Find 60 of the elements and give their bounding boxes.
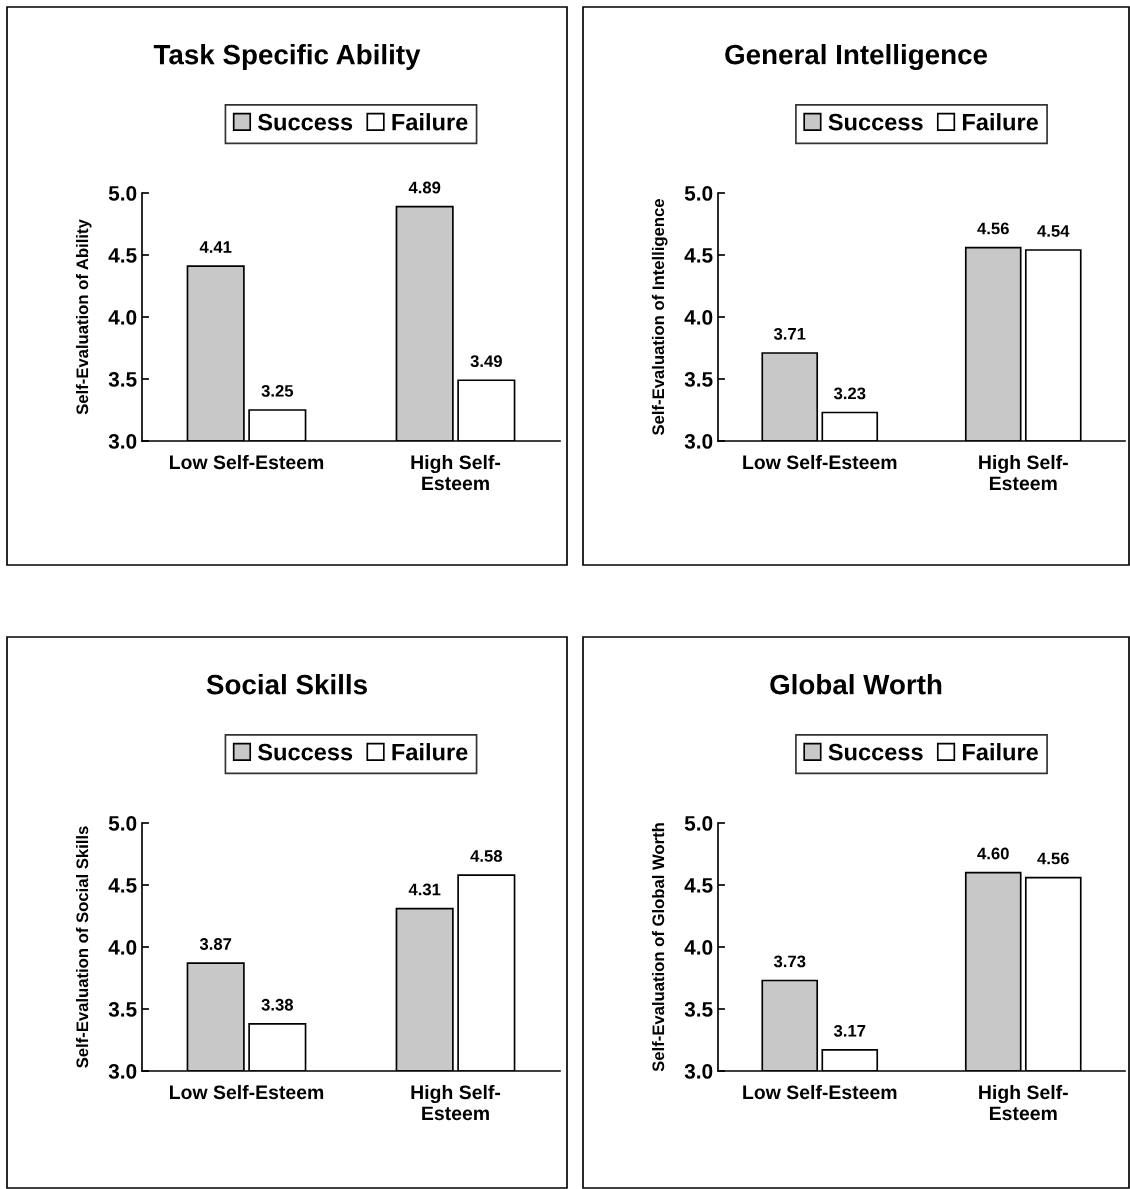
x-tick-label: Low Self-Esteem — [743, 1084, 897, 1100]
y-axis-title: Self-Evaluation of Social Skills — [75, 826, 89, 1068]
y-tick-label: 4.5 — [684, 248, 713, 263]
legend-label: Failure — [962, 113, 1039, 131]
x-tick-label: Low Self-Esteem — [170, 454, 324, 470]
data-label: 4.60 — [977, 847, 1009, 860]
data-label: 4.89 — [408, 181, 441, 194]
data-label: 3.23 — [833, 387, 866, 400]
x-tick-label: High Self- Esteem — [411, 454, 501, 491]
y-tick-label: 3.0 — [108, 1064, 137, 1079]
legend-label: Failure — [392, 113, 468, 131]
legend-label: Failure — [392, 743, 468, 761]
data-label: 4.58 — [470, 850, 503, 862]
chart-title: Global Worth — [770, 674, 942, 695]
chart-title: Social Skills — [206, 674, 367, 695]
legend-label: Success — [828, 743, 923, 761]
y-tick-label: 5.0 — [108, 186, 137, 201]
data-label: 4.56 — [1037, 852, 1069, 865]
data-label: 4.41 — [199, 241, 232, 253]
y-tick-label: 4.0 — [684, 940, 713, 955]
y-axis-title: Self-Evaluation of Ability — [75, 219, 92, 415]
y-axis-title: Self-Evaluation of Global Worth — [651, 823, 665, 1072]
data-label: 4.31 — [408, 883, 441, 896]
y-axis-title: Self-Evaluation of Intelligence — [651, 199, 668, 436]
y-tick-label: 5.0 — [684, 186, 713, 201]
legend-label: Success — [257, 743, 353, 761]
y-tick-label: 4.0 — [684, 310, 713, 325]
y-tick-label: 3.5 — [684, 372, 713, 387]
legend-label: Failure — [962, 743, 1039, 761]
data-label: 3.49 — [470, 355, 502, 368]
data-label: 3.71 — [773, 327, 806, 340]
chart-title: General Intelligence — [725, 43, 988, 71]
x-tick-label: High Self- Esteem — [979, 454, 1068, 491]
x-tick-label: High Self- Esteem — [979, 1084, 1068, 1121]
legend-label: Success — [828, 113, 923, 131]
y-tick-label: 5.0 — [108, 816, 137, 831]
y-tick-label: 3.0 — [684, 1064, 713, 1079]
y-tick-label: 4.5 — [108, 248, 137, 263]
chart-title: Task Specific Ability — [153, 44, 421, 70]
y-tick-label: 4.0 — [108, 310, 137, 325]
y-tick-label: 5.0 — [684, 816, 713, 831]
y-tick-label: 3.0 — [108, 434, 137, 449]
x-tick-label: Low Self-Esteem — [743, 454, 897, 470]
data-label: 3.87 — [199, 938, 232, 950]
y-tick-label: 3.5 — [108, 1002, 137, 1017]
data-label: 3.25 — [261, 384, 294, 397]
y-tick-label: 3.5 — [108, 372, 137, 387]
data-label: 3.73 — [773, 955, 806, 968]
y-tick-label: 4.5 — [684, 878, 713, 893]
y-tick-label: 4.0 — [108, 940, 137, 955]
data-label: 4.54 — [1037, 225, 1070, 237]
legend-label: Success — [257, 113, 353, 131]
y-tick-label: 3.5 — [684, 1002, 713, 1017]
data-label: 4.56 — [977, 222, 1009, 235]
x-tick-label: High Self- Esteem — [411, 1084, 501, 1121]
data-label: 3.17 — [833, 1024, 866, 1037]
x-tick-label: Low Self-Esteem — [170, 1084, 324, 1100]
y-tick-label: 4.5 — [108, 878, 137, 893]
y-tick-label: 3.0 — [684, 434, 713, 449]
data-label: 3.38 — [261, 998, 294, 1011]
